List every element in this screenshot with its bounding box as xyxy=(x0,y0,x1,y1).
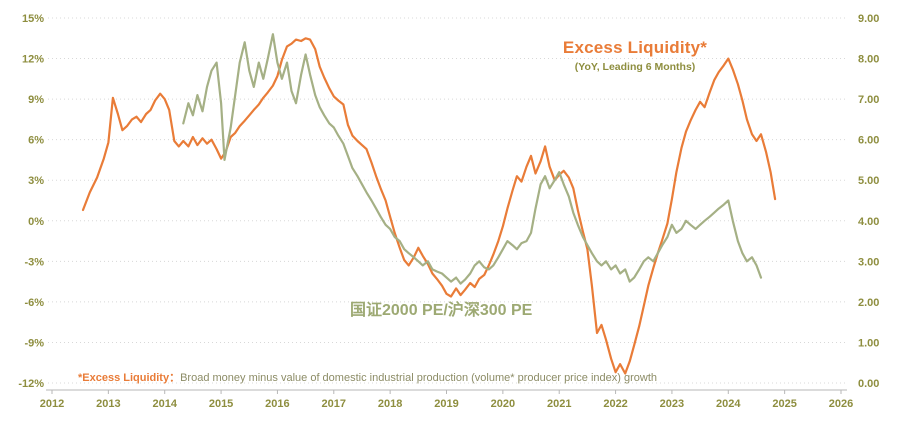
left-axis-tick-label: 15% xyxy=(22,13,44,25)
chart-title: Excess Liquidity* xyxy=(562,38,708,57)
x-axis-tick-label: 2019 xyxy=(434,398,458,410)
x-axis-tick-label: 2018 xyxy=(378,398,402,410)
x-axis-tick-label: 2016 xyxy=(265,398,289,410)
x-axis-tick-label: 2014 xyxy=(152,398,177,410)
footnote-text: Broad money minus value of domestic indu… xyxy=(180,372,657,384)
right-axis-tick-label: 6.00 xyxy=(858,135,879,147)
footnote: *Excess Liquidity：Broad money minus valu… xyxy=(78,369,657,385)
left-axis-tick-label: -12% xyxy=(18,378,44,390)
series-label-pe-ratio: 国证2000 PE/沪深300 PE xyxy=(350,302,533,319)
x-axis-tick-label: 2020 xyxy=(491,398,515,410)
x-axis-tick-label: 2022 xyxy=(603,398,627,410)
footnote-term: *Excess Liquidity： xyxy=(78,372,181,384)
chart-subtitle: (YoY, Leading 6 Months) xyxy=(574,61,696,73)
x-axis-tick-label: 2023 xyxy=(660,398,684,410)
right-axis-tick-label: 8.00 xyxy=(858,54,879,66)
left-axis-tick-label: 9% xyxy=(28,94,44,106)
x-axis-tick-label: 2013 xyxy=(96,398,120,410)
right-axis-tick-label: 1.00 xyxy=(858,337,879,349)
left-axis-tick-label: 6% xyxy=(28,135,44,147)
pe-ratio-line xyxy=(182,33,763,285)
left-axis-tick-label: -3% xyxy=(24,256,44,268)
left-axis-tick-label: -9% xyxy=(24,337,44,349)
excess-liquidity-line xyxy=(81,37,777,375)
right-axis-tick-label: 7.00 xyxy=(858,94,879,106)
x-axis-tick-label: 2024 xyxy=(716,398,741,410)
x-axis-tick-label: 2015 xyxy=(209,398,233,410)
x-axis-tick-label: 2021 xyxy=(547,398,571,410)
x-axis-tick-label: 2012 xyxy=(40,398,64,410)
x-axis-tick-label: 2026 xyxy=(829,398,853,410)
left-axis-tick-label: 0% xyxy=(28,216,44,228)
left-axis-tick-label: -6% xyxy=(24,297,44,309)
right-axis-tick-label: 9.00 xyxy=(858,13,879,25)
right-axis-tick-label: 5.00 xyxy=(858,175,879,187)
left-axis-tick-label: 12% xyxy=(22,54,44,66)
right-axis-tick-label: 0.00 xyxy=(858,378,879,390)
left-axis-tick-label: 3% xyxy=(28,175,44,187)
x-axis-tick-label: 2017 xyxy=(322,398,346,410)
right-axis-tick-label: 3.00 xyxy=(858,256,879,268)
right-axis-tick-label: 4.00 xyxy=(858,216,879,228)
x-axis-tick-label: 2025 xyxy=(772,398,796,410)
right-axis-tick-label: 2.00 xyxy=(858,297,879,309)
